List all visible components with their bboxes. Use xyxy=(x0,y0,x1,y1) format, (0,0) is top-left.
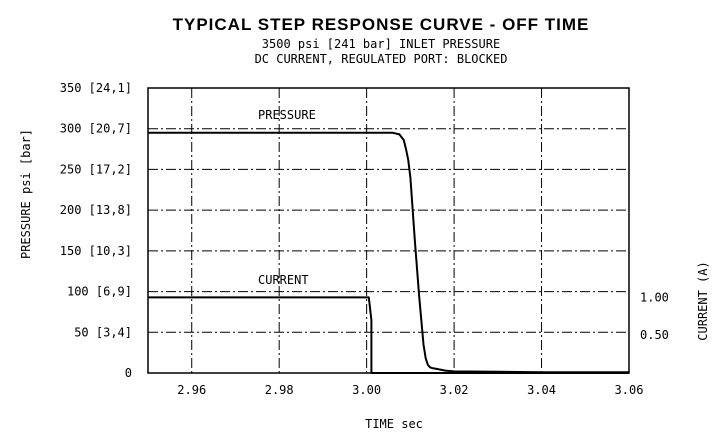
y-tick-label: 300 [20,7] xyxy=(60,122,132,136)
x-axis-label: TIME sec xyxy=(365,417,423,431)
x-tick-label: 3.02 xyxy=(440,383,469,397)
y2-axis-label: CURRENT (A) xyxy=(696,261,710,340)
series-label-pressure: PRESSURE xyxy=(258,108,316,122)
y-tick-label: 100 [6,9] xyxy=(67,285,132,299)
grid xyxy=(148,88,629,373)
plot-area xyxy=(147,87,630,374)
y-tick-label: 50 [3,4] xyxy=(74,325,132,339)
y-tick-label: 0 xyxy=(125,366,132,380)
y-tick-label: 250 [17,2] xyxy=(60,162,132,176)
y2-tick-label: 1.00 xyxy=(640,290,669,304)
y-tick-label: 200 [13,8] xyxy=(60,203,132,217)
y2-tick-label: 0.50 xyxy=(640,328,669,342)
x-tick-label: 2.96 xyxy=(177,383,206,397)
chart-title: TYPICAL STEP RESPONSE CURVE - OFF TIME xyxy=(173,15,590,34)
series-line-current xyxy=(148,296,629,374)
y-tick-label: 150 [10,3] xyxy=(60,244,132,258)
y-axis-label: PRESSURE psi [bar] xyxy=(19,129,33,259)
series-line-pressure xyxy=(148,131,629,374)
x-tick-label: 3.06 xyxy=(615,383,644,397)
chart-subtitle-line-2: DC CURRENT, REGULATED PORT: BLOCKED xyxy=(255,52,508,66)
chart-subtitle-line-1: 3500 psi [241 bar] INLET PRESSURE xyxy=(262,37,500,51)
y-tick-label: 350 [24,1] xyxy=(60,81,132,95)
series xyxy=(148,131,629,374)
x-tick-label: 2.98 xyxy=(265,383,294,397)
x-tick-label: 3.04 xyxy=(527,383,556,397)
x-tick-label: 3.00 xyxy=(352,383,381,397)
tick-labels: 0 50 [3,4] 100 [6,9] 150 [10,3] 200 [13,8] 25… xyxy=(60,81,669,397)
series-label-current: CURRENT xyxy=(258,273,309,287)
